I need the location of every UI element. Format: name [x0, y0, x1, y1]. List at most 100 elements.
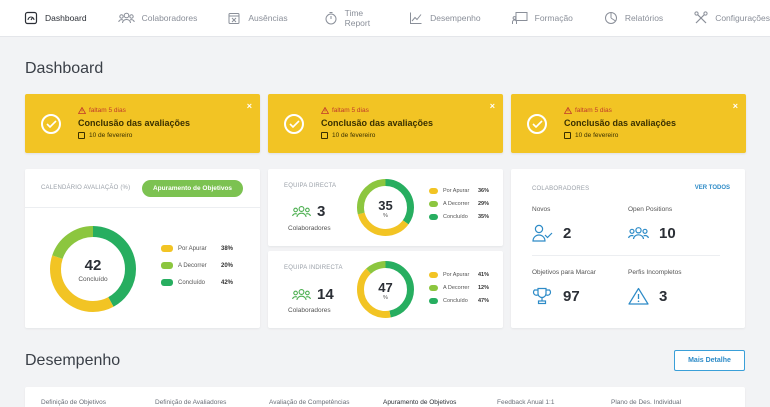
- nav-ausencias[interactable]: Ausências: [227, 11, 288, 25]
- team-direct-center-value: 35: [378, 198, 393, 213]
- team-indirect-donut: [357, 261, 414, 318]
- check-circle-icon: [284, 114, 304, 134]
- stat-perfis[interactable]: 3: [628, 287, 667, 305]
- close-icon[interactable]: ×: [246, 101, 252, 111]
- team-direct-count-label: Colaboradores: [288, 225, 331, 232]
- people-icon: [628, 227, 649, 240]
- stat-open-positions[interactable]: 10: [628, 225, 676, 242]
- alert-title: Conclusão das avaliações: [321, 118, 434, 128]
- check-circle-icon: [41, 114, 61, 134]
- dark-green-dot-icon: [429, 298, 438, 304]
- nav-configuracoes[interactable]: Configurações: [694, 11, 770, 25]
- legend-label: Por Apurar: [178, 245, 207, 252]
- people-icon: [117, 11, 135, 25]
- legend-value: 35%: [477, 214, 489, 220]
- tab-definicao-avaliadores[interactable]: Definição de Avaliadores: [155, 399, 227, 406]
- calendar-donut: [50, 226, 136, 312]
- calendar-x-icon: [227, 11, 241, 25]
- nav-desempenho[interactable]: Desempenho: [409, 11, 481, 25]
- calendar-center-value: 42: [84, 257, 102, 274]
- yellow-dot-icon: [161, 245, 173, 252]
- legend-value: 29%: [477, 201, 489, 207]
- warning-icon: [78, 107, 86, 114]
- legend-item: Por Apurar 36%: [429, 188, 489, 194]
- top-nav: Dashboard Colaboradores Ausências Time R…: [0, 0, 770, 37]
- legend-item: Concluído 35%: [429, 214, 489, 220]
- team-indirect-count-label: Colaboradores: [288, 307, 331, 314]
- legend-value: 47%: [477, 298, 489, 304]
- alert-title: Conclusão das avaliações: [78, 118, 191, 128]
- colaboradores-panel: COLABORADORES VER TODOS Novos 2 Open Pos…: [511, 169, 745, 328]
- stat-novos[interactable]: 2: [532, 224, 571, 242]
- alert-card: faltam 5 dias Conclusão das avaliações 1…: [511, 94, 746, 153]
- alert-warning-text: faltam 5 dias: [89, 107, 126, 114]
- nav-formacao-label: Formação: [534, 13, 573, 23]
- team-direct-title: EQUIPA DIRECTA: [284, 183, 337, 189]
- nav-formacao[interactable]: Formação: [511, 11, 573, 25]
- warning-icon: [321, 107, 329, 114]
- team-direct-count: 3: [317, 203, 326, 220]
- pie-chart-icon: [604, 11, 618, 25]
- legend-label: Por Apurar: [443, 188, 470, 194]
- alert-warning-text: faltam 5 dias: [575, 107, 612, 114]
- nav-dashboard[interactable]: Dashboard: [24, 11, 87, 25]
- alert-title: Conclusão das avaliações: [564, 118, 677, 128]
- legend-label: Concluído: [443, 298, 468, 304]
- nav-time-report-label: Time Report: [344, 8, 371, 28]
- tab-apuramento-objetivos[interactable]: Apuramento de Objetivos: [383, 399, 457, 406]
- light-green-dot-icon: [429, 285, 438, 291]
- legend-item: A Decorrer 12%: [429, 285, 489, 291]
- user-check-icon: [532, 224, 553, 242]
- dark-green-dot-icon: [429, 214, 438, 220]
- nav-desempenho-label: Desempenho: [430, 13, 481, 23]
- legend-item: Por Apurar 38%: [161, 245, 233, 252]
- donut-segment: [357, 179, 414, 236]
- presentation-icon: [511, 11, 528, 25]
- legend-item: A Decorrer 29%: [429, 201, 489, 207]
- apuramento-button[interactable]: Apuramento de Objetivos: [142, 180, 243, 197]
- desempenho-tabs: Definição de Objetivos Definição de Aval…: [25, 387, 745, 407]
- legend-item: Concluído 42%: [161, 279, 233, 286]
- stat-open-positions-label: Open Positions: [628, 206, 673, 213]
- tab-definicao-objetivos[interactable]: Definição de Objetivos: [41, 399, 107, 406]
- mais-detalhe-button[interactable]: Mais Detalhe: [674, 350, 745, 371]
- calendar-icon: [321, 132, 328, 139]
- tab-plano-desenvolvimento[interactable]: Plano de Des. Individual: [611, 399, 682, 406]
- nav-relatorios[interactable]: Relatórios: [604, 11, 663, 25]
- legend-value: 12%: [477, 285, 489, 291]
- stat-novos-value: 2: [563, 224, 572, 242]
- calendar-title: CALENDÁRIO AVALIAÇÃO (%): [41, 185, 131, 191]
- trophy-icon: [532, 287, 552, 305]
- team-indirect-panel: EQUIPA INDIRECTA 14 Colaboradores 47 % P…: [268, 251, 503, 328]
- donut-segment: [357, 261, 414, 318]
- stat-perfis-value: 3: [659, 287, 668, 305]
- legend-value: 38%: [220, 245, 233, 252]
- nav-colaboradores[interactable]: Colaboradores: [117, 11, 198, 25]
- calendar-icon: [78, 132, 85, 139]
- ver-todos-link[interactable]: VER TODOS: [694, 185, 730, 191]
- calendar-icon: [564, 132, 571, 139]
- calendar-legend: Por Apurar 38% A Decorrer 20% Concluído 42%: [161, 245, 233, 293]
- divider: [532, 255, 720, 256]
- close-icon[interactable]: ×: [489, 101, 495, 111]
- warning-icon: [564, 107, 572, 114]
- alert-date: 10 de fevereiro: [575, 132, 619, 139]
- tab-avaliacao-competencias[interactable]: Avaliação de Competências: [269, 399, 350, 406]
- light-green-dot-icon: [429, 201, 438, 207]
- team-indirect-center-value: 47: [378, 280, 393, 295]
- team-direct-donut: [357, 179, 414, 236]
- nav-time-report[interactable]: Time Report: [324, 8, 382, 28]
- tools-icon: [694, 11, 708, 25]
- yellow-dot-icon: [429, 272, 438, 278]
- nav-colaboradores-label: Colaboradores: [141, 13, 198, 23]
- donut-segment: [50, 226, 136, 312]
- close-icon[interactable]: ×: [732, 101, 738, 111]
- stat-novos-label: Novos: [532, 206, 551, 213]
- colaboradores-title: COLABORADORES: [532, 186, 590, 192]
- team-indirect-count: 14: [317, 286, 334, 303]
- donut-segment: [357, 261, 414, 318]
- stopwatch-icon: [324, 11, 338, 25]
- dark-green-dot-icon: [161, 279, 173, 286]
- stat-objetivos[interactable]: 97: [532, 287, 580, 305]
- tab-feedback-anual[interactable]: Feedback Anual 1:1: [497, 399, 555, 406]
